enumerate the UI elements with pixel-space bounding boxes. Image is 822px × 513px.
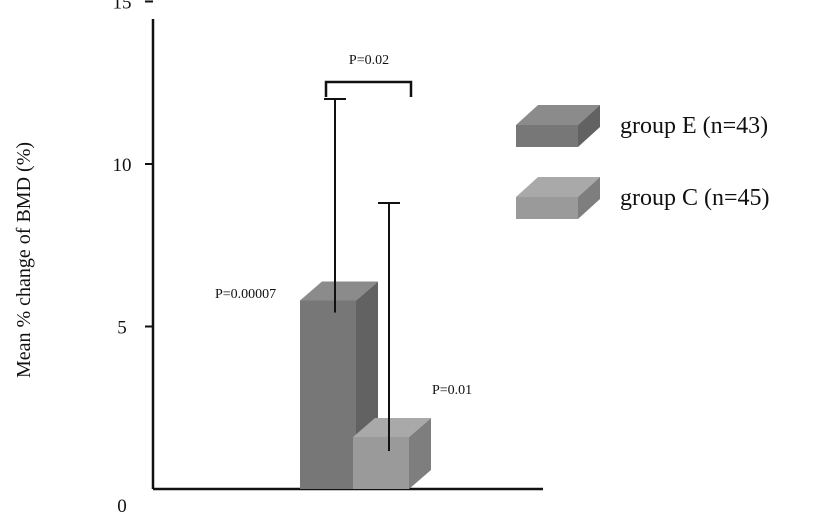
bar-top-face (300, 281, 378, 301)
legend-item: group E (n=43) (516, 105, 768, 147)
comparison-bracket (324, 80, 413, 97)
legend-swatch-side (578, 105, 600, 147)
p-value-label: P=0.00007 (215, 287, 276, 302)
legend-label: group C (n=45) (620, 185, 770, 211)
legend-swatch-top (516, 105, 600, 125)
y-axis-title: Mean % change of BMD (%) (13, 142, 35, 378)
bar-front-face (353, 437, 409, 489)
comparison-p-label: P=0.02 (349, 53, 389, 68)
bar-group-c (353, 418, 431, 489)
legend-item: group C (n=45) (516, 177, 770, 219)
legend-swatch-top (516, 177, 600, 197)
legend-swatch-side (578, 177, 600, 219)
bar-group (300, 281, 431, 489)
legend-swatch (516, 197, 578, 219)
p-value-label: P=0.01 (432, 383, 472, 398)
legend: group E (n=43) group C (n=45) (516, 105, 770, 219)
p-value-group: P=0.00007 P=0.01 (215, 287, 472, 398)
legend-swatch (516, 125, 578, 147)
y-tick-label: 0 (117, 496, 127, 513)
bar-top-face (353, 418, 431, 437)
bar-side-face (409, 418, 431, 489)
y-tick-label: 5 (117, 318, 127, 339)
bar-front-face (300, 300, 356, 489)
y-tick-label: 10 (113, 155, 132, 176)
legend-label: group E (n=43) (620, 113, 768, 139)
error-bar-group (324, 98, 400, 451)
y-tick-group: 0 5 10 15 (113, 0, 153, 513)
y-tick-label: 15 (113, 0, 132, 14)
